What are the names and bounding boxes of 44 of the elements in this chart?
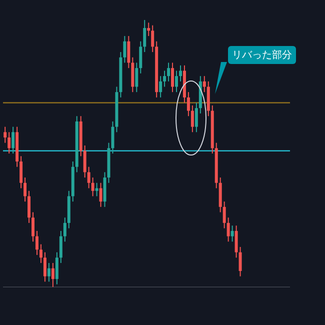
candlestick <box>123 36 126 64</box>
candlestick <box>51 262 54 287</box>
candlestick <box>167 62 170 82</box>
candlestick <box>147 22 150 37</box>
candlestick <box>63 217 66 242</box>
candlestick <box>12 126 15 154</box>
candlestick <box>238 246 242 277</box>
candlestick <box>143 20 146 53</box>
candlestick <box>91 177 94 197</box>
candlestick <box>127 36 130 69</box>
candlestick <box>28 190 31 224</box>
candlestick <box>111 120 114 154</box>
candlestick <box>24 177 27 202</box>
candlestick <box>186 92 190 117</box>
candlestick <box>43 252 46 282</box>
candlestick <box>20 156 23 189</box>
candlestick <box>83 144 86 178</box>
candlestick <box>171 62 174 93</box>
candlestick <box>47 262 50 282</box>
candlestick <box>87 166 90 189</box>
candlestick <box>194 102 198 133</box>
candlestick <box>39 244 42 264</box>
candlestick <box>159 76 162 98</box>
candlestick <box>59 230 62 264</box>
candlestick <box>99 182 102 208</box>
candlestick <box>35 230 38 256</box>
candlestick <box>4 126 7 144</box>
candlestick <box>202 76 206 93</box>
candlestick <box>234 225 238 258</box>
candlestick <box>226 217 230 242</box>
candlestick <box>222 201 226 229</box>
candlestick <box>55 252 58 285</box>
candlestick <box>230 225 234 242</box>
candlestick <box>163 70 166 88</box>
annotation: リバった部分 <box>228 46 296 64</box>
candlestick <box>95 182 98 197</box>
candlestick <box>8 132 11 154</box>
candlestick <box>178 64 182 82</box>
candlestick <box>190 104 194 133</box>
candlestick <box>32 212 34 242</box>
candlestick <box>139 40 142 74</box>
candlestick <box>135 62 138 93</box>
candlestick <box>175 70 178 93</box>
candlestick <box>151 24 154 53</box>
